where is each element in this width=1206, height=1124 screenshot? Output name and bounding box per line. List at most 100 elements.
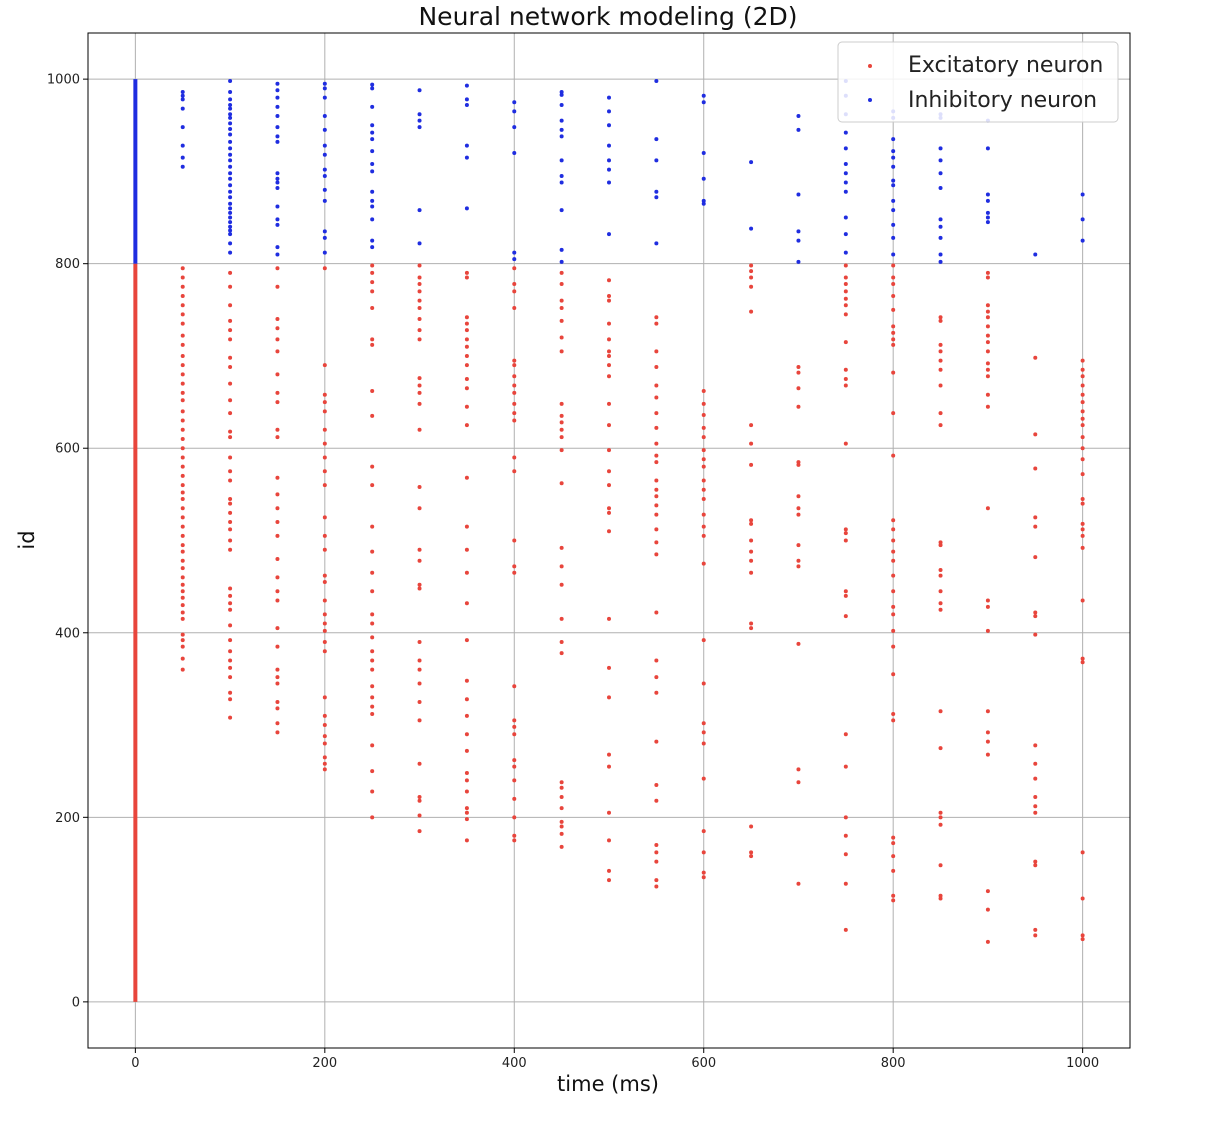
excitatory-spike-point — [891, 841, 896, 846]
excitatory-spike-point — [891, 672, 896, 677]
excitatory-spike-point — [796, 386, 801, 391]
excitatory-spike-point — [607, 374, 611, 379]
excitatory-spike-point — [370, 684, 375, 689]
excitatory-spike-point — [985, 604, 990, 609]
excitatory-spike-point — [228, 328, 233, 333]
excitatory-spike-point — [464, 377, 469, 382]
excitatory-spike-point — [228, 547, 233, 552]
excitatory-spike-point — [701, 457, 706, 462]
excitatory-spike-point — [322, 400, 327, 405]
excitatory-spike-point — [180, 321, 185, 326]
inhibitory-spike-point — [464, 155, 469, 160]
time-zero-bands — [133, 79, 138, 1002]
excitatory-spike-point — [701, 829, 706, 834]
excitatory-spike-point — [559, 831, 564, 836]
excitatory-spike-point — [1080, 501, 1085, 506]
excitatory-spike-point — [891, 263, 896, 268]
excitatory-spike-point — [701, 487, 706, 492]
excitatory-spike-point — [322, 573, 327, 578]
legend: Excitatory neuron Inhibitory neuron — [837, 41, 1119, 123]
excitatory-spike-point — [891, 518, 896, 523]
inhibitory-spike-point — [985, 192, 990, 197]
excitatory-spike-point — [275, 435, 280, 440]
inhibitory-spike-point — [796, 192, 801, 197]
excitatory-spike-point — [228, 318, 233, 323]
excitatory-spike-point — [180, 575, 185, 580]
inhibitory-spike-point — [512, 125, 517, 130]
excitatory-spike-point — [749, 538, 754, 543]
excitatory-spike-point — [180, 483, 185, 488]
excitatory-spike-point — [370, 743, 375, 748]
excitatory-spike-point — [370, 815, 375, 820]
excitatory-spike-point — [464, 570, 469, 575]
inhibitory-spike-point — [796, 127, 801, 132]
inhibitory-spike-point — [843, 180, 848, 185]
excitatory-spike-point — [322, 734, 327, 739]
y-tick-label: 200 — [55, 811, 80, 826]
excitatory-spike-point — [701, 870, 706, 875]
inhibitory-spike-point — [796, 238, 801, 243]
excitatory-spike-point — [180, 381, 185, 386]
excitatory-spike-point — [1080, 367, 1085, 372]
excitatory-spike-point — [228, 675, 233, 680]
excitatory-spike-point — [1080, 545, 1085, 550]
inhibitory-spike-point — [228, 183, 233, 188]
inhibitory-spike-point — [370, 130, 375, 135]
excitatory-spike-point — [322, 767, 327, 772]
excitatory-spike-point — [1033, 743, 1038, 748]
y-tick-label: 600 — [55, 442, 80, 457]
inhibitory-spike-point — [512, 109, 517, 114]
excitatory-spike-point — [654, 487, 659, 492]
inhibitory-spike-point — [275, 104, 280, 109]
excitatory-spike-point — [654, 527, 659, 532]
excitatory-spike-point — [370, 704, 375, 709]
excitatory-spike-point — [938, 822, 943, 827]
excitatory-spike-point — [1080, 933, 1085, 938]
excitatory-spike-point — [654, 739, 659, 744]
inhibitory-spike-point — [512, 150, 517, 155]
excitatory-spike-point — [843, 593, 848, 598]
excitatory-spike-point — [796, 404, 801, 409]
excitatory-spike-point — [1080, 521, 1085, 526]
excitatory-spike-point — [559, 349, 564, 354]
inhibitory-spike-point — [275, 139, 280, 144]
excitatory-spike-point — [796, 462, 801, 467]
inhibitory-spike-point — [843, 171, 848, 176]
inhibitory-spike-point — [985, 210, 990, 215]
excitatory-spike-point — [749, 263, 754, 268]
excitatory-spike-point — [938, 367, 943, 372]
excitatory-spike-point — [938, 383, 943, 388]
excitatory-spike-point — [938, 709, 943, 714]
excitatory-spike-point — [891, 527, 896, 532]
excitatory-spike-point — [417, 337, 422, 342]
excitatory-spike-point — [796, 365, 801, 370]
inhibitory-spike-point — [228, 146, 233, 151]
inhibitory-spike-point — [275, 81, 280, 86]
excitatory-spike-point — [512, 538, 517, 543]
excitatory-spike-point — [1080, 374, 1085, 379]
inhibitory-spike-point — [938, 146, 943, 151]
inhibitory-spike-point — [370, 137, 375, 142]
excitatory-spike-point — [417, 829, 422, 834]
plot-area — [88, 33, 1130, 1048]
inhibitory-spike-point — [938, 171, 943, 176]
inhibitory-spike-point — [985, 146, 990, 151]
legend-box — [837, 41, 1119, 123]
inhibitory-spike-point — [938, 235, 943, 240]
inhibitory-spike-point — [370, 238, 375, 243]
excitatory-spike-point — [417, 798, 422, 803]
inhibitory-spike-point — [559, 92, 564, 97]
excitatory-spike-point — [891, 330, 896, 335]
excitatory-spike-point — [417, 305, 422, 310]
inhibitory-spike-point — [607, 167, 611, 172]
inhibitory-spike-point — [654, 241, 659, 246]
excitatory-spike-point — [1033, 524, 1038, 529]
inhibitory-spike-point — [322, 198, 327, 203]
inhibitory-spike-point — [417, 88, 422, 93]
excitatory-spike-point — [701, 464, 706, 469]
excitatory-spike-point — [228, 478, 233, 483]
excitatory-spike-point — [701, 425, 706, 430]
excitatory-spike-point — [180, 312, 185, 317]
excitatory-spike-point — [938, 607, 943, 612]
excitatory-spike-point — [1080, 527, 1085, 532]
